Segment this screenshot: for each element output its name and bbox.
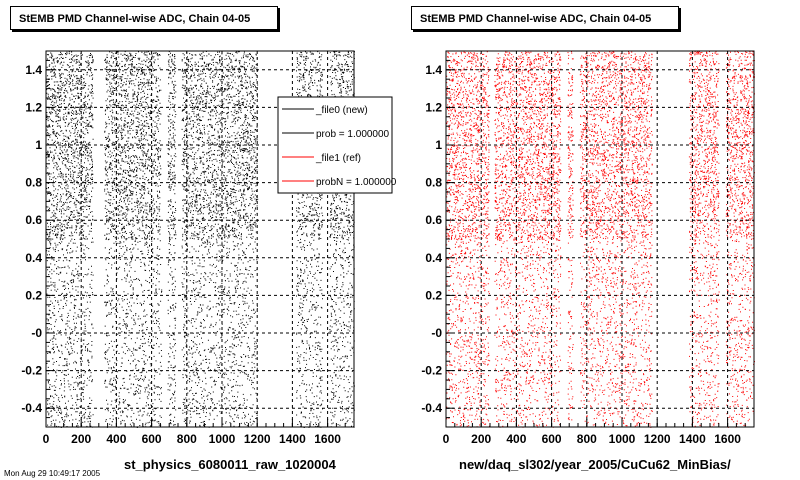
footer-timestamp: Mon Aug 29 10:49:17 2005 xyxy=(4,469,101,478)
panel-left-title: StEMB PMD Channel-wise ADC, Chain 04-05 xyxy=(10,6,278,30)
left-ytick-label: 1.4 xyxy=(25,63,42,77)
left-xtick-label: 800 xyxy=(177,432,197,446)
right-xtick-label: 400 xyxy=(506,432,526,446)
right-ytick-label: 0.2 xyxy=(425,288,442,302)
panel-left-plot: 0 200 400 600 800 1000 1200 1400 1600 -0.4 -0.2 -0 0… xyxy=(21,50,355,446)
left-xtick-label: 600 xyxy=(142,432,162,446)
legend-label-probN: probN = 1.000000 xyxy=(316,177,397,188)
legend-label-prob: prob = 1.000000 xyxy=(316,129,390,140)
legend-label-file1: _file1 (ref) xyxy=(315,153,361,164)
right-ytick-label: 0.8 xyxy=(425,176,442,190)
left-ytick-label: -0.4 xyxy=(21,401,42,415)
legend-frame xyxy=(277,96,393,194)
legend-label-file0: _file0 (new) xyxy=(315,105,368,116)
right-ytick-label: 1.4 xyxy=(425,63,442,77)
right-xtick-label: 200 xyxy=(471,432,491,446)
right-ytick-label: -0 xyxy=(431,326,442,340)
right-plot-area xyxy=(446,51,754,427)
right-ytick-label: 1.2 xyxy=(425,100,442,114)
left-ytick-label: 1.2 xyxy=(25,100,42,114)
left-ytick-label: 0.4 xyxy=(25,251,42,265)
left-xtick-label: 1600 xyxy=(314,432,341,446)
right-scatter-upper xyxy=(446,51,755,240)
left-ytick-label: 0.8 xyxy=(25,176,42,190)
left-ytick-label: 0.2 xyxy=(25,288,42,302)
right-ytick-label: 1 xyxy=(435,138,442,152)
right-xtick-label: 800 xyxy=(577,432,597,446)
left-ytick-label: 1 xyxy=(35,138,42,152)
left-scatter-upper xyxy=(46,51,355,240)
left-ytick-label: -0.2 xyxy=(21,364,42,378)
left-xtick-label: 200 xyxy=(71,432,91,446)
left-xtick-label: 1000 xyxy=(209,432,236,446)
legend: _file0 (new) prob = 1.000000 _file1 (ref… xyxy=(277,96,397,194)
right-xtick-label: 600 xyxy=(542,432,562,446)
left-xtick-label: 0 xyxy=(43,432,50,446)
right-ytick-label: -0.4 xyxy=(421,401,442,415)
left-xtick-label: 400 xyxy=(106,432,126,446)
right-xtick-label: 1000 xyxy=(609,432,636,446)
left-xtick-label: 1200 xyxy=(244,432,271,446)
panel-right-xlabel: new/daq_sl302/year_2005/CuCu62_MinBias/ xyxy=(459,457,731,472)
right-xtick-label: 1400 xyxy=(679,432,706,446)
right-ytick-label: 0.6 xyxy=(425,213,442,227)
right-ytick-label: -0.2 xyxy=(421,364,442,378)
left-ytick-label: 0.6 xyxy=(25,213,42,227)
right-xtick-label: 1600 xyxy=(714,432,741,446)
panel-right-plot: 0 200 400 600 800 1000 1200 1400 1600 -0.4 -0.2 -0 0… xyxy=(421,50,755,446)
panel-right-title: StEMB PMD Channel-wise ADC, Chain 04-05 xyxy=(411,6,679,30)
right-ytick-label: 0.4 xyxy=(425,251,442,265)
panel-left-xlabel: st_physics_6080011_raw_1020004 xyxy=(124,457,336,472)
right-xtick-label: 1200 xyxy=(644,432,671,446)
left-xtick-label: 1400 xyxy=(279,432,306,446)
left-ytick-label: -0 xyxy=(31,326,42,340)
right-xtick-label: 0 xyxy=(443,432,450,446)
